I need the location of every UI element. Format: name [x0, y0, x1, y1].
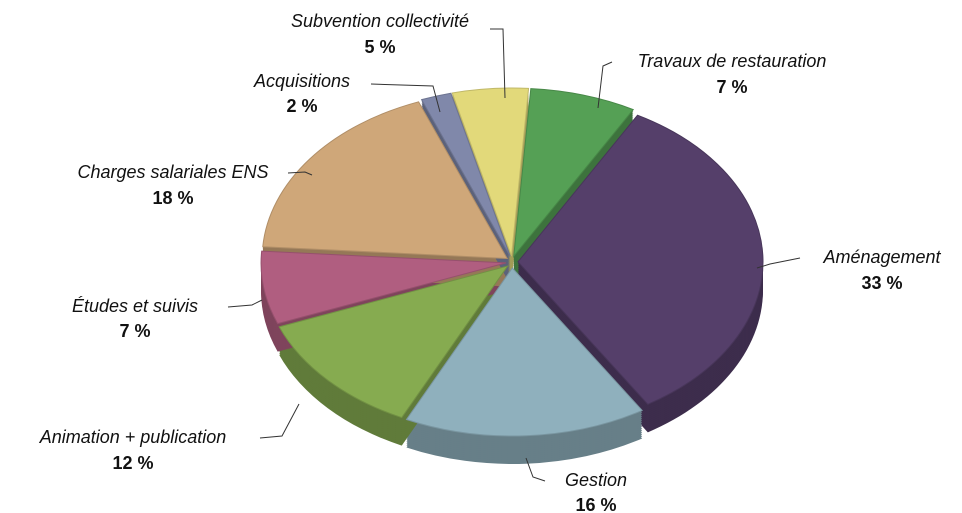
leader-line	[756, 257, 801, 269]
slice	[513, 88, 635, 258]
value-label: 5 %	[364, 37, 395, 57]
leader-line	[287, 171, 313, 176]
leader-line	[525, 457, 546, 482]
slice-label: Études et suivis	[72, 296, 198, 316]
value-label: 2 %	[286, 96, 317, 116]
slice	[451, 87, 530, 257]
pie-tops	[260, 87, 764, 437]
slice-label: Aménagement	[822, 247, 941, 267]
labels: Subvention collectivité 5 % Travaux de res…	[39, 11, 942, 513]
slice	[405, 267, 644, 437]
slice	[262, 101, 509, 259]
leader-line	[227, 299, 263, 308]
value-label: 7 %	[716, 77, 747, 97]
slice-label: Charges salariales ENS	[77, 162, 268, 182]
leader-line	[490, 28, 506, 99]
slice-label: Gestion	[565, 470, 627, 490]
slice-label: Acquisitions	[253, 71, 350, 91]
slice	[260, 250, 507, 325]
slice	[517, 114, 764, 405]
value-label: 18 %	[152, 188, 193, 208]
slice-label: Travaux de restauration	[638, 51, 827, 71]
value-label: 33 %	[861, 273, 902, 293]
value-label: 7 %	[119, 321, 150, 341]
slice-label: Subvention collectivité	[291, 11, 469, 31]
slice	[278, 265, 509, 419]
value-label: 16 %	[575, 495, 616, 513]
leader-line	[259, 403, 300, 439]
slice-label: Animation + publication	[39, 427, 227, 447]
value-label: 12 %	[112, 453, 153, 473]
leader-line	[597, 61, 613, 109]
leader-line	[370, 83, 441, 113]
